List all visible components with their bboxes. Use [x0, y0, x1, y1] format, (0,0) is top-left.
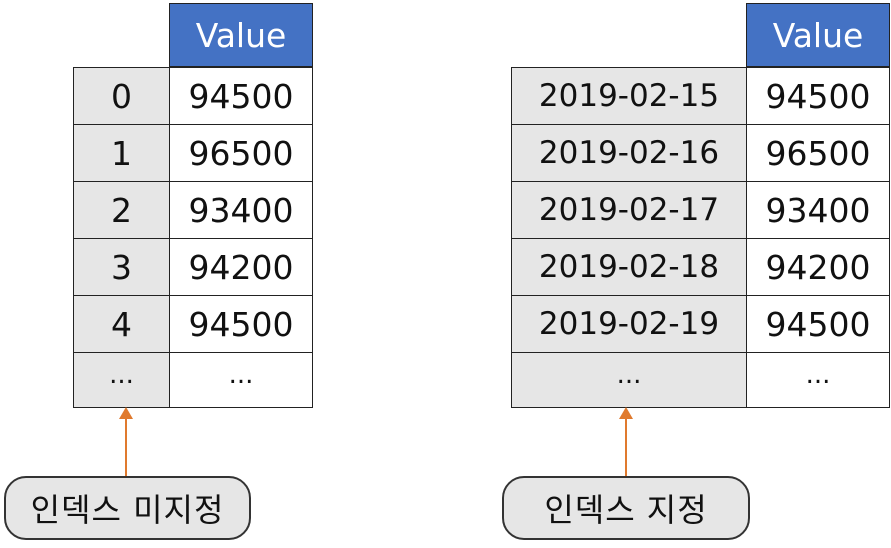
left-arrow-line [125, 418, 127, 476]
right-header-value: Value [746, 3, 890, 67]
left-value-ellipsis: ... [169, 352, 313, 408]
right-index-cell: 2019-02-19 [511, 295, 747, 353]
left-header-value: Value [169, 3, 313, 67]
right-value-cell: 94200 [746, 238, 890, 296]
right-index-cell: 2019-02-16 [511, 124, 747, 182]
right-index-cell: 2019-02-15 [511, 67, 747, 125]
left-index-cell: 2 [73, 181, 170, 239]
left-value-cell: 94500 [169, 295, 313, 353]
right-index-cell: 2019-02-18 [511, 238, 747, 296]
right-index-cell: 2019-02-17 [511, 181, 747, 239]
left-index-ellipsis: ... [73, 352, 170, 408]
left-index-cell: 3 [73, 238, 170, 296]
left-value-cell: 94500 [169, 67, 313, 125]
left-arrow-head [119, 407, 133, 419]
right-value-cell: 96500 [746, 124, 890, 182]
right-caption-label: 인덱스 지정 [502, 476, 750, 540]
left-index-cell: 4 [73, 295, 170, 353]
right-value-ellipsis: ... [746, 352, 890, 408]
right-value-cell: 93400 [746, 181, 890, 239]
left-caption-label: 인덱스 미지정 [4, 476, 251, 540]
left-value-cell: 93400 [169, 181, 313, 239]
right-arrow-head [619, 407, 633, 419]
left-value-cell: 96500 [169, 124, 313, 182]
left-index-cell: 0 [73, 67, 170, 125]
left-index-cell: 1 [73, 124, 170, 182]
right-arrow-line [625, 418, 627, 476]
right-value-cell: 94500 [746, 295, 890, 353]
left-value-cell: 94200 [169, 238, 313, 296]
right-index-ellipsis: ... [511, 352, 747, 408]
right-value-cell: 94500 [746, 67, 890, 125]
